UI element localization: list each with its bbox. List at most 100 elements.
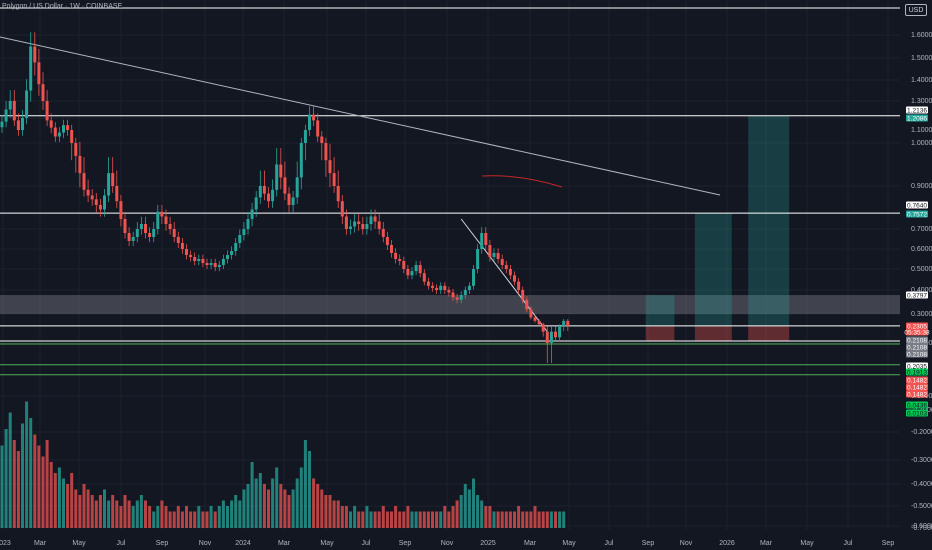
time-tick-label: Sep [882,540,895,547]
time-tick-label: Jul [605,540,614,547]
projection-stop-box [694,325,732,342]
volume-bar [303,440,307,528]
candle-body [472,269,475,286]
candle-body [295,177,299,198]
volume-bar [344,506,348,528]
candle-body [29,46,33,91]
candle-body [176,237,180,243]
candle-body [369,216,373,224]
candle-body [308,114,311,130]
volume-bar [558,511,562,528]
price-tag-label: 05:35:38 [904,329,930,336]
candle-body [238,235,242,243]
volume-bar [66,484,70,528]
candle-body [275,164,279,190]
volume-bar [324,495,328,528]
candle-body [180,243,184,249]
volume-bar [287,495,291,528]
price-tag-label: 0.2108 [907,344,927,351]
price-tick-label: 0.5000 [911,266,932,273]
volume-bar [131,506,135,528]
symbol-title[interactable]: Polygon / US Dollar · 1W · COINBASE [2,3,123,10]
time-tick-label: May [562,540,576,547]
volume-bar [41,456,45,528]
volume-bar [111,495,115,528]
price-tag-label: 0.1482 [907,377,927,384]
price-tag-label: 0.2108 [907,351,927,358]
volume-bar [390,511,393,528]
volume-bar [238,500,242,528]
price-tag-bg [906,106,928,114]
candle-body [562,320,566,326]
time-tick-label: Mar [34,540,47,547]
volume-bar [336,500,340,528]
volume-bar [53,473,57,528]
candle-body [160,211,164,217]
candle-body [299,143,303,178]
price-tag-label: 0.1482 [907,384,927,391]
volume-bar [283,489,287,528]
candle-body [517,281,521,290]
candle-body [213,263,217,267]
volume-bar [488,506,492,528]
volume-bar [205,511,209,528]
price-tag-bg [906,328,928,336]
candle-body [246,219,250,229]
price-tag-label: 0.1482 [907,391,927,398]
volume-bar [377,511,381,528]
volume-bar [226,506,229,528]
projection-target-box [748,115,790,326]
price-tag-bg [906,362,928,370]
candle-body [521,290,525,300]
candle-body [312,114,316,121]
volume-bar [193,511,197,528]
volume-bar [541,511,545,528]
price-tag-bg [906,343,928,351]
volume-bar [398,511,402,528]
candle-body [144,224,147,233]
volume-bar [554,511,557,528]
candle-body [111,173,115,186]
projection-target-box [694,213,732,326]
candle-body [250,209,254,219]
candle-body [361,224,365,229]
volume-bar [176,506,180,528]
candle-body [303,130,307,143]
volume-bar [246,484,250,528]
candle-body [390,245,393,253]
candle-body [262,186,266,194]
projection-boxes [645,115,790,342]
volume-bar [410,511,414,528]
volume-bar [480,500,484,528]
volume-bar [492,511,496,528]
candle-body [500,259,504,265]
candle-body [279,164,283,178]
price-tick-label: 0.9000 [911,183,932,190]
candle-body [504,265,508,269]
volume-bar [135,500,139,528]
time-tick-label: May [800,540,814,547]
candle-body [271,189,275,202]
volume-bar [406,506,410,528]
volume-bar [115,500,119,528]
candle-body [258,186,262,198]
volume-bar [431,511,434,528]
candle-body [492,253,496,257]
volume-bar [94,500,98,528]
volume-bar [426,511,430,528]
candle-body [402,261,406,269]
candle-body [484,233,488,245]
volume-bar [21,423,24,528]
price-tick-label: -0.5000 [911,503,932,510]
volume-bar [45,440,49,528]
price-tick-label: -0.2000 [911,429,932,436]
volume-bar [422,511,426,528]
candle-body [4,109,8,122]
volume-bar [33,434,37,528]
volume-bar [472,478,475,528]
volume-bar [414,511,418,528]
candle-body [443,285,447,290]
currency-button[interactable]: USD [905,4,927,16]
